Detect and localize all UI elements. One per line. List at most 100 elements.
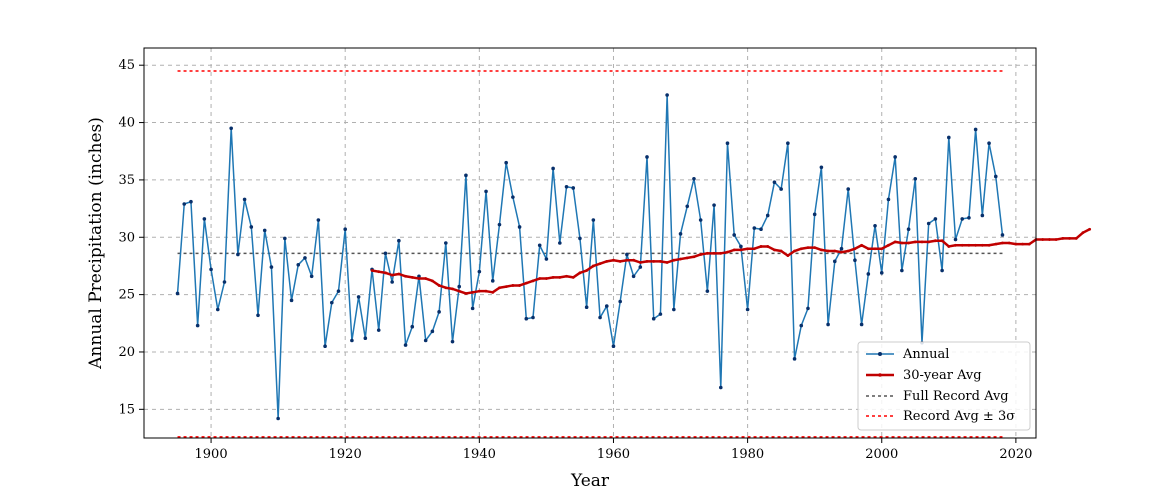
annual-point: [678, 232, 683, 236]
annual-point: [578, 236, 582, 241]
annual-point: [242, 197, 247, 202]
y-tick-label: 35: [118, 173, 135, 188]
rolling-avg-point: [491, 290, 495, 294]
rolling-avg-point: [645, 259, 649, 263]
annual-point: [826, 322, 830, 327]
annual-point: [558, 241, 562, 245]
rolling-avg-point: [987, 243, 991, 247]
annual-point: [618, 299, 622, 304]
rolling-avg-point: [384, 271, 387, 275]
annual-point: [363, 336, 368, 341]
rolling-avg-point: [424, 277, 428, 280]
annual-point: [672, 307, 676, 312]
annual-point: [839, 246, 844, 251]
x-tick-label: 1980: [731, 447, 764, 462]
annual-point: [356, 295, 361, 299]
annual-point: [853, 258, 857, 263]
rolling-avg-point: [947, 245, 951, 248]
y-tick-label: 45: [118, 58, 135, 73]
rolling-avg-point: [920, 240, 924, 244]
annual-point: [765, 213, 770, 218]
annual-point: [886, 197, 891, 202]
rolling-avg-point: [793, 249, 796, 253]
rolling-avg-point: [705, 251, 709, 255]
rolling-avg-point: [404, 274, 407, 278]
rolling-avg-point: [860, 243, 864, 247]
rolling-avg-series: [370, 227, 1092, 295]
y-tick-label: 15: [118, 402, 135, 417]
annual-point: [544, 257, 549, 261]
annual-point: [973, 127, 978, 132]
rolling-avg-point: [518, 284, 521, 287]
rolling-avg-point: [1007, 241, 1011, 245]
rolling-avg-point: [1054, 238, 1058, 241]
annual-point: [490, 279, 495, 283]
rolling-avg-point: [444, 286, 448, 290]
rolling-avg-point: [773, 248, 776, 252]
rolling-avg-point: [840, 250, 843, 254]
annual-point: [718, 385, 723, 390]
rolling-avg-point: [960, 243, 964, 247]
rolling-avg-point: [578, 271, 582, 275]
rolling-avg-point: [893, 240, 897, 244]
legend-entry-sigma: Record Avg ± 3σ: [866, 409, 1015, 424]
annual-point: [444, 241, 448, 245]
rolling-avg-point: [659, 259, 662, 263]
annual-point: [571, 186, 576, 190]
annual-point: [926, 221, 931, 226]
rolling-avg-point: [980, 243, 984, 247]
annual-point: [786, 141, 790, 146]
annual-point: [940, 268, 944, 273]
annual-point: [410, 324, 415, 329]
annual-point: [215, 307, 220, 312]
annual-series: [175, 93, 1005, 421]
x-tick-label: 1940: [463, 447, 496, 462]
rolling-avg-point: [1001, 241, 1004, 245]
annual-point: [229, 126, 233, 131]
x-axis-ticks: 1900 1920 1940 1960 1980 2000 2020: [195, 438, 1032, 462]
annual-point: [591, 218, 596, 222]
legend-entry-full-avg: Full Record Avg: [866, 389, 1009, 404]
rolling-avg-point: [558, 276, 562, 279]
rolling-avg-point: [457, 289, 461, 293]
annual-point: [645, 155, 649, 159]
annual-point: [537, 243, 542, 248]
rolling-avg-point: [377, 270, 381, 274]
legend-entry-annual: Annual: [866, 347, 949, 362]
rolling-avg-point: [779, 249, 783, 253]
annual-point: [316, 218, 321, 222]
annual-point: [457, 284, 462, 289]
rolling-avg-point: [451, 287, 454, 291]
rolling-avg-point: [484, 289, 488, 293]
rolling-avg-point: [813, 246, 817, 249]
legend-entry-rolling: 30-year Avg: [866, 368, 982, 383]
annual-point: [249, 225, 254, 229]
annual-point: [276, 416, 280, 421]
y-tick-label: 20: [118, 345, 135, 360]
annual-point: [987, 141, 991, 146]
annual-point: [497, 222, 502, 227]
rolling-avg-point: [632, 258, 635, 262]
rolling-avg-point: [974, 243, 978, 247]
y-tick-label: 25: [118, 288, 135, 303]
annual-point: [484, 189, 488, 194]
annual-point: [698, 218, 703, 222]
rolling-avg-point: [672, 258, 676, 262]
rolling-avg-point: [732, 248, 736, 252]
annual-point: [739, 244, 743, 249]
legend-label-sigma: Record Avg ± 3σ: [903, 409, 1015, 424]
annual-point: [832, 259, 837, 264]
rolling-avg-point: [699, 253, 703, 256]
annual-point: [262, 228, 267, 233]
annual-point: [504, 160, 508, 165]
annual-point: [900, 268, 904, 273]
rolling-avg-point: [880, 247, 884, 251]
x-tick-label: 2000: [865, 447, 898, 462]
annual-point: [611, 344, 616, 349]
rolling-avg-point: [1027, 242, 1031, 246]
rolling-avg-point: [565, 274, 568, 278]
annual-point: [350, 338, 354, 343]
annual-point: [343, 227, 348, 232]
rolling-avg-point: [498, 286, 501, 290]
